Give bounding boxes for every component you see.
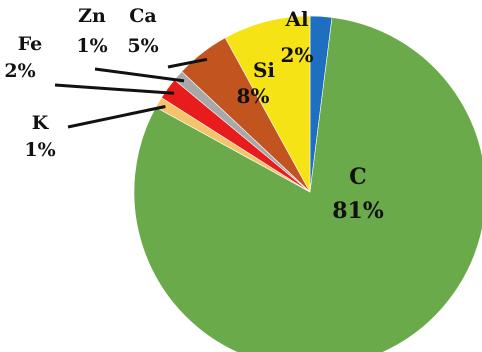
slice-value-zn: 1% — [76, 35, 107, 57]
slice-value-ca: 5% — [127, 35, 158, 57]
slice-name-zn: Zn — [78, 5, 106, 27]
slice-name-c: C — [349, 164, 367, 190]
slice-value-fe: 2% — [4, 60, 35, 82]
slice-name-si: Si — [253, 58, 275, 82]
slice-labels: Al 2% C 81% K 1% Fe 2% Zn 1% Ca 5% Si8% — [4, 5, 383, 224]
leader-line-zn — [94, 67, 185, 83]
leader-line-fe — [54, 83, 175, 95]
pie-slices — [133, 15, 482, 352]
leader-lines — [54, 57, 208, 129]
pie-slice-c — [133, 17, 482, 352]
leader-line-ca — [167, 57, 208, 69]
slice-value-al: 2% — [281, 43, 314, 67]
slice-value-si: 8% — [237, 84, 270, 108]
leader-line-k — [67, 105, 166, 129]
slice-name-fe: Fe — [18, 33, 43, 55]
slice-value-k: 1% — [24, 139, 55, 161]
slice-value-c: 81% — [332, 198, 384, 224]
pie-slice-si — [224, 15, 311, 193]
slice-name-al: Al — [284, 7, 309, 31]
slice-name-ca: Ca — [129, 5, 156, 27]
slice-name-k: K — [32, 112, 50, 134]
